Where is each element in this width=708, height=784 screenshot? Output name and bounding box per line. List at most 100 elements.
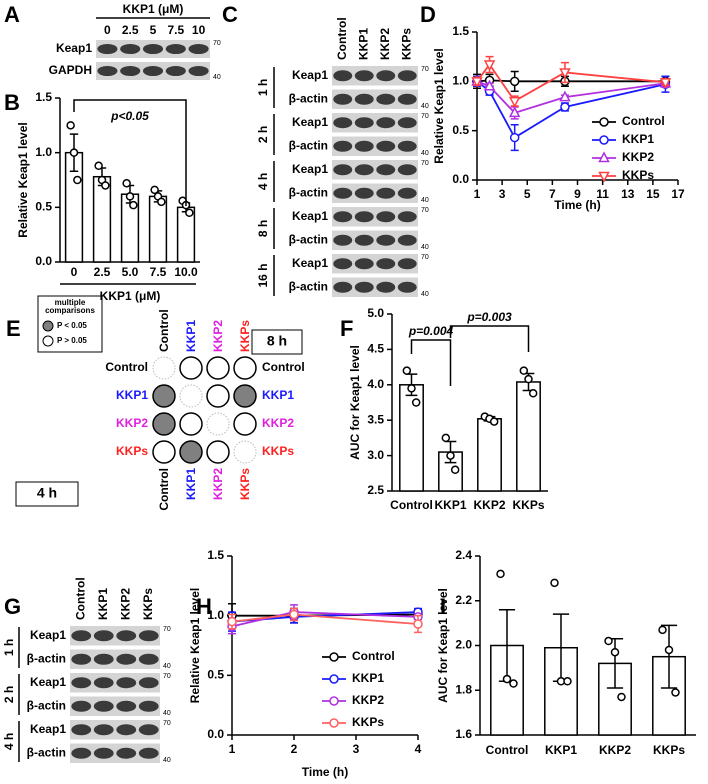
blot-strip [332, 277, 418, 297]
blot-strip [70, 720, 160, 740]
y-tick-label: 1.5 [207, 548, 224, 562]
x-axis-label: Time (h) [554, 198, 600, 212]
panel-label: H [196, 594, 212, 619]
marker [413, 619, 423, 629]
data-point [94, 161, 103, 171]
lane-label: KKP1 [96, 588, 110, 620]
blot-strip [70, 696, 160, 716]
x-tick-label: 5 [524, 187, 531, 201]
blot-band [188, 65, 209, 77]
data-point [411, 398, 421, 407]
data-point [502, 674, 512, 684]
blot-band [120, 43, 141, 55]
data-point [66, 121, 75, 130]
comparison-cell [179, 440, 203, 464]
panel-label: F [340, 316, 353, 341]
comparison-cell [206, 384, 230, 408]
time-label: 8 h [256, 220, 270, 237]
x-tick-label: 17 [671, 187, 685, 201]
data-point [550, 578, 559, 588]
blot-band [116, 653, 137, 665]
data-point [524, 374, 533, 384]
row-label: Keap1 [292, 162, 328, 176]
lane-label: 10 [192, 23, 206, 37]
x-axis-label: KKP1 (μM) [100, 289, 161, 303]
data-point [664, 645, 674, 655]
lane-label: KKPs [399, 28, 413, 60]
significance-bracket [449, 325, 530, 352]
size-marker: 70 [163, 720, 171, 727]
blot-band [142, 43, 164, 55]
y-tick-label: 0.0 [452, 172, 469, 186]
blot-band [116, 700, 137, 712]
comparison-cell [152, 440, 176, 464]
y-tick-label: 3.5 [367, 412, 384, 426]
blot-band [93, 724, 114, 736]
significance-bracket [410, 339, 452, 386]
blot-band [138, 700, 159, 712]
x-tick-label: 0 [71, 265, 78, 279]
row-label: KKPs [262, 444, 294, 458]
bar [148, 195, 168, 263]
comparison-cell [152, 412, 176, 436]
time-box [251, 329, 303, 355]
marker [559, 90, 571, 102]
blot-band [333, 93, 353, 105]
blot-strip [332, 230, 418, 250]
blot-band [397, 140, 417, 152]
y-axis-label: Relative Keap1 level [16, 122, 30, 237]
comparison-cell [152, 356, 176, 380]
blot-band [397, 70, 417, 82]
column-label: KKPs [238, 468, 252, 500]
blot-strip [332, 207, 418, 227]
y-tick-label: 0.0 [207, 727, 224, 741]
x-tick-label: 1 [229, 742, 236, 756]
blot-band [376, 164, 396, 176]
y-tick-label: 1.5 [35, 90, 52, 104]
time-label: 4 h [256, 173, 270, 190]
blot-band [71, 724, 92, 736]
size-marker: 40 [421, 291, 429, 298]
panel-label: I [440, 594, 446, 619]
row-label: Keap1 [292, 68, 328, 82]
data-point [101, 181, 110, 190]
size-marker: 70 [421, 113, 429, 120]
legend-symbol [42, 335, 54, 347]
blot-band [93, 630, 114, 642]
blot-band [376, 93, 396, 105]
x-tick-label: 15 [646, 187, 660, 201]
series-line [476, 80, 666, 139]
column-label: KKP1 [184, 320, 198, 352]
row-label: KKP2 [262, 416, 294, 430]
blot-band [165, 43, 186, 55]
size-marker: 40 [421, 244, 429, 251]
time-box-label: 8 h [267, 333, 287, 349]
legend-label: KKP1 [352, 671, 384, 685]
size-marker: 40 [421, 197, 429, 204]
y-tick-label: 0.5 [35, 200, 52, 214]
blot-band [397, 211, 417, 223]
marker [471, 77, 483, 88]
y-tick-label: 1.8 [455, 682, 472, 696]
significance-bracket [73, 99, 187, 206]
blot-strip [332, 160, 418, 180]
size-marker: 70 [163, 626, 171, 633]
panel-label: A [4, 2, 20, 27]
legend-symbol [329, 674, 339, 684]
x-tick-label: KKP2 [599, 743, 631, 757]
data-point [157, 197, 166, 207]
size-marker: 40 [163, 710, 171, 717]
blot-band [333, 117, 353, 129]
blot-band [397, 93, 417, 105]
blot-band [354, 258, 374, 270]
column-label: KKP1 [184, 468, 198, 500]
x-tick-label: KKP1 [545, 743, 577, 757]
time-box-label: 4 h [37, 485, 57, 501]
data-point [509, 679, 518, 688]
row-label: Control [262, 360, 305, 374]
bar [477, 418, 502, 492]
blot-strip [70, 673, 160, 693]
blot-band [333, 70, 353, 82]
y-tick-label: 1.6 [455, 727, 472, 741]
data-point [617, 692, 626, 702]
